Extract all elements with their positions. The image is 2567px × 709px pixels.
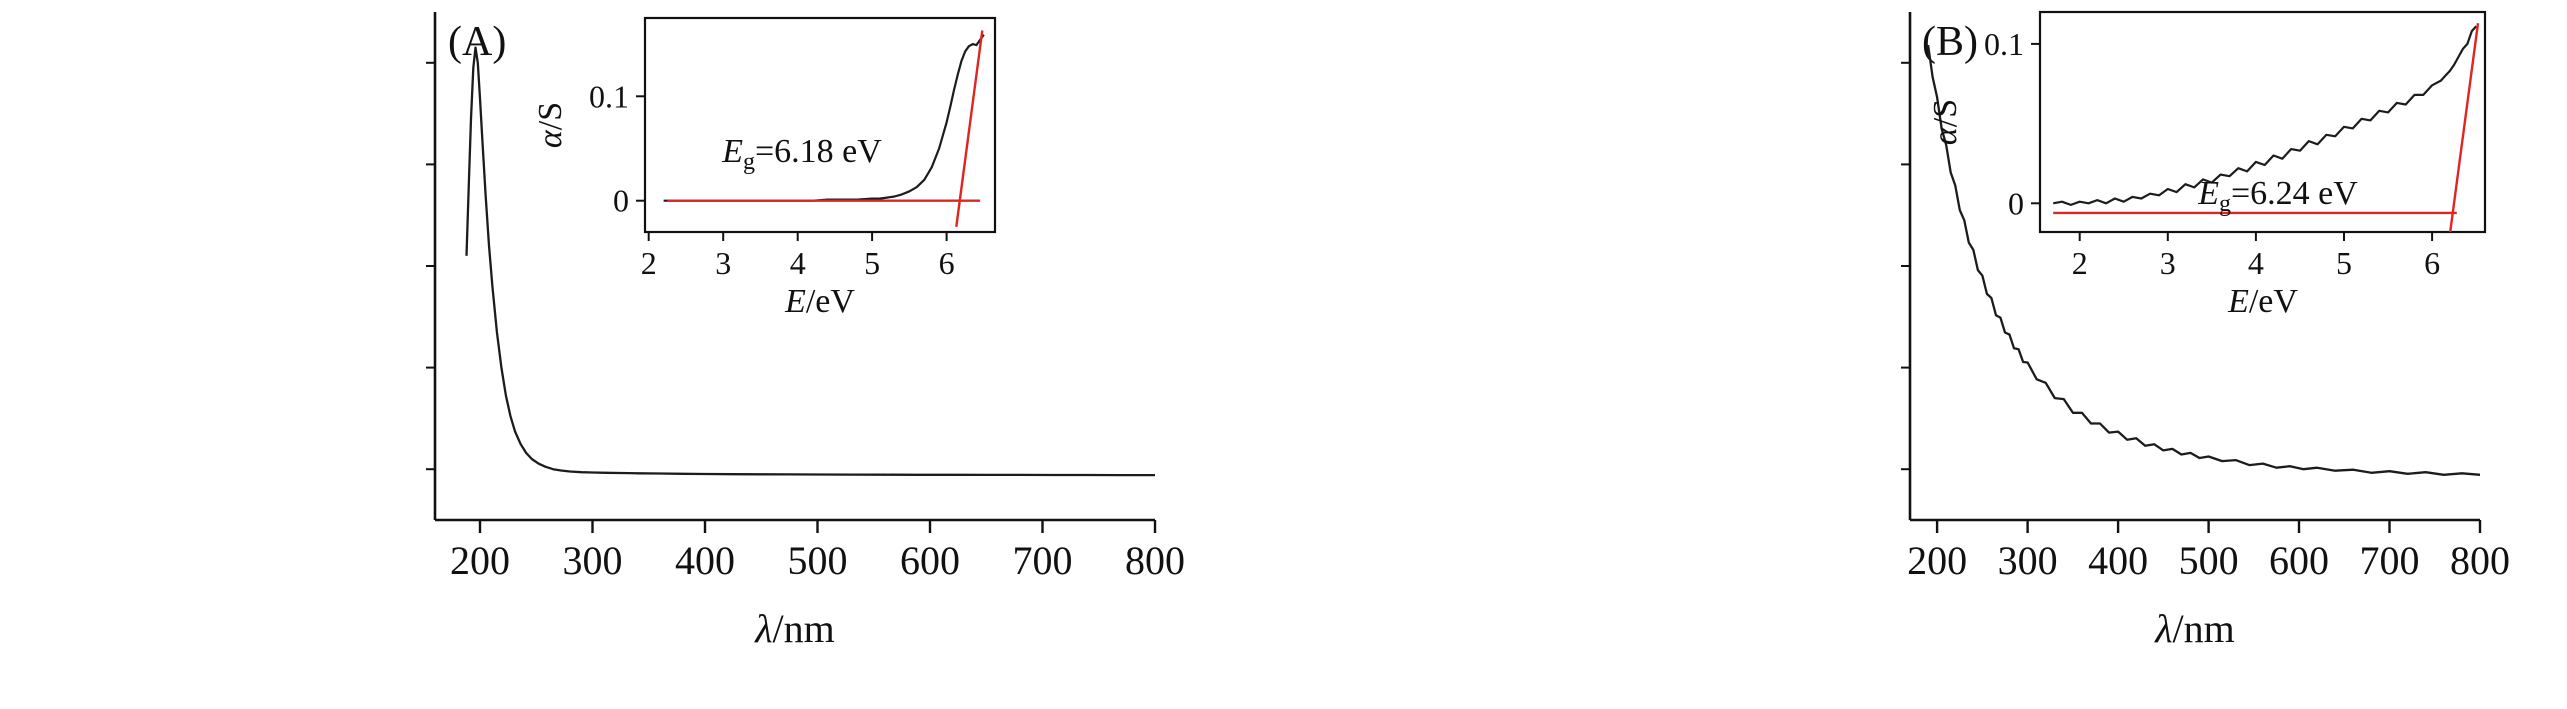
x-tick-label: 700 [2360, 538, 2420, 583]
inset-x-tick-label: 2 [641, 245, 657, 281]
alpha-s-curve [663, 34, 985, 202]
inset-frame [2038, 10, 2487, 234]
inset-x-axis-label: E/eV [2227, 283, 2298, 320]
inset-y-tick-label: 0 [613, 183, 629, 219]
absorbance-curve [1926, 44, 2481, 476]
inset-frame [643, 16, 997, 234]
panel-b-label: (B) [1922, 19, 1978, 65]
inset-x-axis-label: E/eV [784, 283, 855, 320]
inset-x-tick-label: 5 [2336, 245, 2352, 281]
x-axis-label: λ/nm [2154, 606, 2235, 651]
x-tick-label: 500 [2179, 538, 2239, 583]
band-gap-annotation: Eg=6.18 eV [721, 133, 882, 175]
fit-tangent-line [955, 30, 984, 227]
alpha-s-curve [2053, 25, 2478, 206]
x-tick-label: 800 [2450, 538, 2510, 583]
inset-x-tick-label: 2 [2072, 245, 2088, 281]
inset-y-tick-label: 0.1 [589, 78, 629, 114]
x-tick-label: 600 [2269, 538, 2329, 583]
x-tick-label: 200 [1907, 538, 1967, 583]
inset-y-axis-label: α/S [1927, 99, 1964, 145]
x-tick-label: 200 [450, 538, 510, 583]
x-tick-label: 800 [1125, 538, 1185, 583]
inset-y-axis-label: α/S [532, 102, 569, 148]
x-tick-label: 600 [900, 538, 960, 583]
panel-b: (B) 200 300 400 500 600 700 800 λ/nm 2 3 4 5 6 0 0.1 α/… [1250, 0, 2567, 709]
inset-x-tick-label: 4 [790, 245, 806, 281]
panel-b-chart: (B) 200 300 400 500 600 700 800 λ/nm 2 3 4 5 6 0 0.1 α/… [1901, 10, 2510, 651]
panel-a: (A) 200 300 400 500 600 700 800 λ/nm 2 3 4 5 6 0 0.1 α/… [0, 0, 1250, 709]
inset-x-tick-label: 4 [2248, 245, 2264, 281]
inset-y-tick-label: 0.1 [1984, 26, 2024, 62]
fit-tangent-line [2449, 23, 2480, 233]
x-tick-label: 300 [563, 538, 623, 583]
band-gap-annotation: Eg=6.24 eV [2197, 175, 2358, 217]
x-tick-label: 700 [1013, 538, 1073, 583]
absorbance-curve [465, 46, 1155, 477]
x-tick-label: 500 [788, 538, 848, 583]
inset-x-tick-label: 5 [864, 245, 880, 281]
inset-x-tick-label: 6 [2424, 245, 2440, 281]
inset-x-tick-label: 3 [715, 245, 731, 281]
inset-x-tick-label: 3 [2160, 245, 2176, 281]
x-tick-label: 400 [675, 538, 735, 583]
inset-x-tick-label: 6 [939, 245, 955, 281]
inset-y-tick-label: 0 [2008, 185, 2024, 221]
x-tick-label: 400 [2088, 538, 2148, 583]
x-axis-label: λ/nm [754, 606, 835, 651]
x-tick-label: 300 [1998, 538, 2058, 583]
